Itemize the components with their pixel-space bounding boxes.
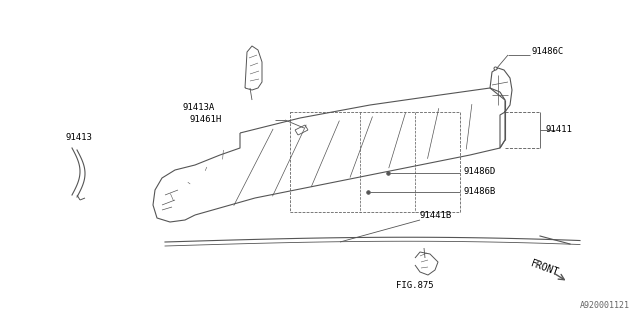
Text: A920001121: A920001121: [580, 301, 630, 310]
Text: 91413A: 91413A: [183, 103, 215, 113]
Text: 91441B: 91441B: [420, 211, 452, 220]
Text: 91486B: 91486B: [463, 188, 495, 196]
Text: 91486D: 91486D: [463, 166, 495, 175]
Text: 91413: 91413: [65, 133, 92, 142]
Text: FIG.875: FIG.875: [396, 281, 434, 290]
Text: 91411: 91411: [545, 125, 572, 134]
Text: 91486C: 91486C: [532, 47, 564, 57]
Text: 91461H: 91461H: [189, 116, 222, 124]
Text: FRONT: FRONT: [529, 258, 561, 278]
